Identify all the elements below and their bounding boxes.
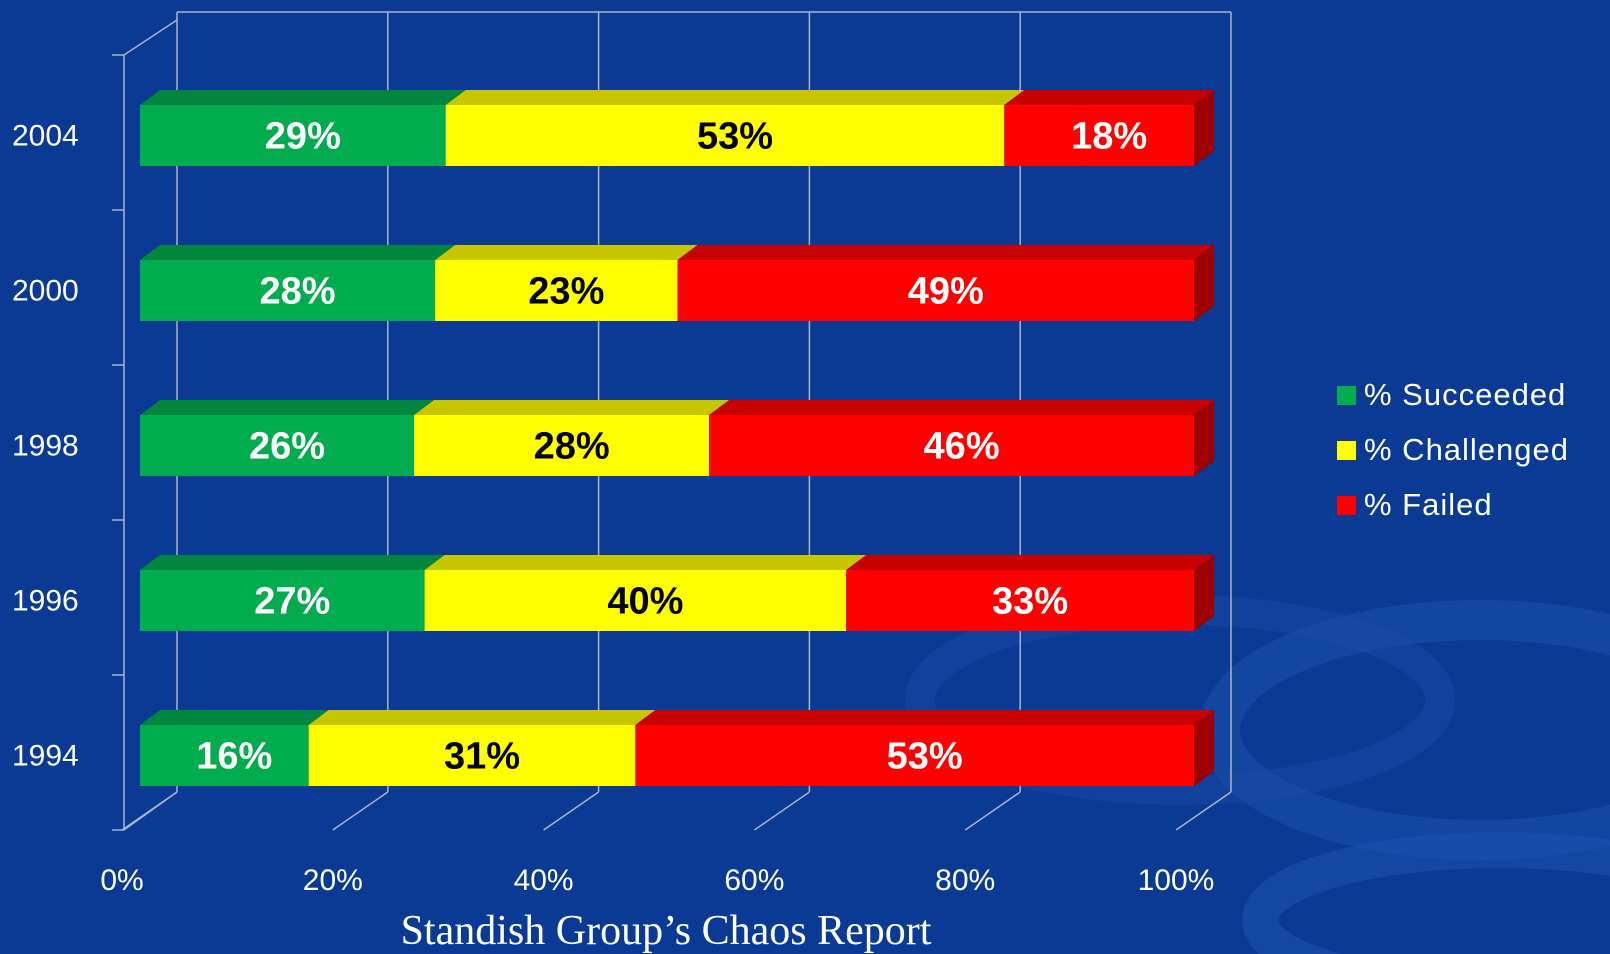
bar-segment-top: [140, 710, 329, 725]
legend-swatch: [1337, 441, 1356, 460]
data-label: 33%: [992, 581, 1068, 623]
bar-segment: [635, 725, 1194, 786]
bars: [140, 90, 1214, 786]
data-label: 18%: [1071, 116, 1147, 158]
bar-segment-top: [677, 245, 1214, 260]
bar-segment-top: [424, 555, 867, 570]
data-label: 16%: [196, 736, 272, 778]
left-wall-top: [123, 19, 178, 56]
bar-segment: [140, 415, 415, 476]
floor-line: [332, 791, 389, 831]
bar-segment-top: [140, 90, 466, 105]
bar-segment: [846, 570, 1194, 631]
bar-side: [1194, 555, 1214, 631]
x-tick-label: 0%: [100, 864, 143, 897]
bar-segment-top: [140, 245, 456, 260]
floor-line: [1175, 791, 1232, 831]
y-category-label: 2004: [12, 120, 79, 153]
y-category-label: 1998: [12, 430, 79, 463]
legend-swatch: [1337, 496, 1356, 515]
left-wall-bottom: [123, 791, 178, 831]
data-label: 53%: [697, 116, 773, 158]
bar-segment-top: [140, 555, 445, 570]
data-label: 28%: [534, 426, 610, 468]
bar-side: [1194, 245, 1214, 321]
bar-segment: [308, 725, 636, 786]
x-tick-label: 60%: [724, 864, 784, 897]
legend-label: % Succeeded: [1364, 377, 1566, 412]
x-tick-label: 20%: [303, 864, 363, 897]
bar-segment-top: [414, 400, 730, 415]
x-tick-label: 40%: [514, 864, 574, 897]
bar-segment: [140, 725, 309, 786]
bar-side: [1194, 400, 1214, 476]
bar-segment: [445, 105, 1005, 166]
bar-side: [1194, 90, 1214, 166]
x-tick-label: 100%: [1138, 864, 1215, 897]
y-category-label: 1996: [12, 585, 79, 618]
bar-segment-top: [435, 245, 698, 260]
x-tick-label: 80%: [935, 864, 995, 897]
data-label: 27%: [254, 581, 330, 623]
bar-segment: [435, 260, 678, 321]
data-label: 40%: [607, 581, 683, 623]
data-labels: 16% 31% 53% 27% 40% 33% 26% 28% 46% 28% 23% 49% 29% 5…: [196, 116, 1147, 778]
bar-segment-top: [445, 90, 1025, 105]
bar-side: [1194, 710, 1214, 786]
data-label: 49%: [908, 271, 984, 313]
data-label: 23%: [528, 271, 604, 313]
legend-label: % Failed: [1364, 487, 1493, 522]
data-label: 53%: [887, 736, 963, 778]
bar-segment-top: [140, 400, 435, 415]
data-label: 31%: [444, 736, 520, 778]
bar-segment: [709, 415, 1194, 476]
bar-segment: [1004, 105, 1194, 166]
chart-caption: Standish Group’s Chaos Report: [401, 908, 932, 954]
bar-segment-top: [846, 555, 1214, 570]
bar-segment-top: [1004, 90, 1214, 105]
floor-line: [753, 791, 810, 831]
bar-segment-top: [635, 710, 1214, 725]
axes: 0% 20% 40% 60% 80% 100% 1994 1996 1998 2000 2004: [12, 19, 1215, 897]
bar-segment: [677, 260, 1194, 321]
data-label: 29%: [265, 116, 341, 158]
bar-segment: [414, 415, 710, 476]
bar-segment-top: [308, 710, 656, 725]
y-category-label: 2000: [12, 275, 79, 308]
floor-line: [964, 791, 1021, 831]
data-label: 26%: [249, 426, 325, 468]
bar-segment: [140, 105, 446, 166]
legend-swatch: [1337, 386, 1356, 405]
bar-segment: [140, 260, 436, 321]
floor-line: [543, 791, 600, 831]
data-label: 46%: [924, 426, 1000, 468]
data-label: 28%: [260, 271, 336, 313]
y-category-label: 1994: [12, 740, 79, 773]
legend-label: % Challenged: [1364, 432, 1569, 467]
legend: % Succeeded % Challenged % Failed: [1337, 377, 1569, 522]
bar-segment: [140, 570, 425, 631]
bar-segment-top: [709, 400, 1214, 415]
bar-segment: [424, 570, 847, 631]
